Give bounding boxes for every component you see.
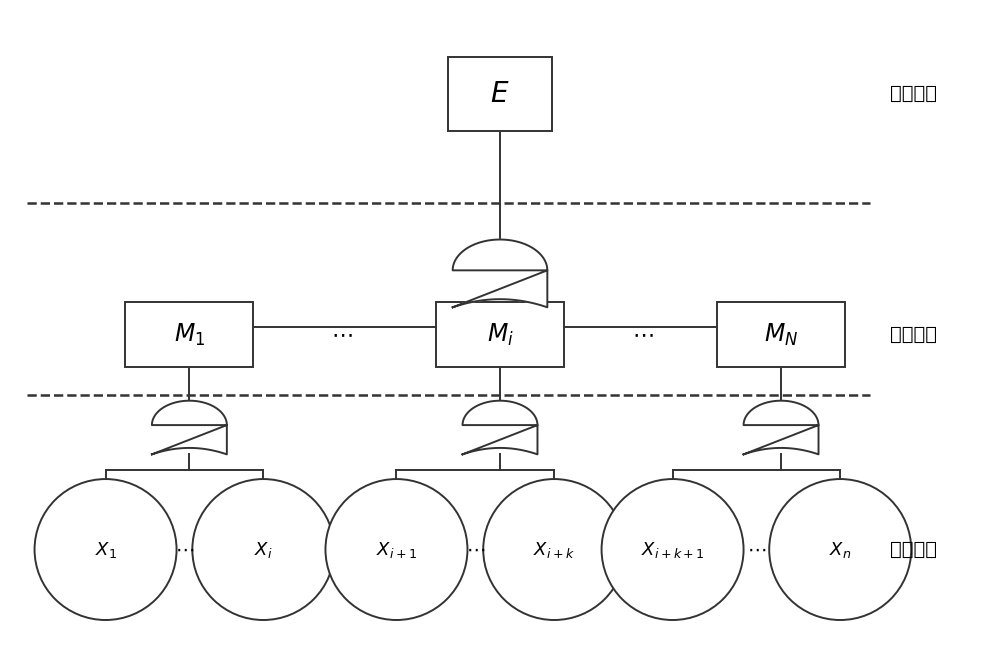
Ellipse shape	[192, 479, 334, 620]
Text: $\mathit{E}$: $\mathit{E}$	[490, 79, 510, 108]
Text: 顶层事件: 顶层事件	[890, 84, 937, 103]
Text: $\mathit{M}_1$: $\mathit{M}_1$	[174, 321, 205, 348]
Text: $\cdots$: $\cdots$	[632, 325, 654, 344]
Text: $\mathit{X}_i$: $\mathit{X}_i$	[254, 539, 273, 560]
Text: $\mathit{M}_N$: $\mathit{M}_N$	[764, 321, 798, 348]
Ellipse shape	[769, 479, 911, 620]
Text: $\cdots$: $\cdots$	[175, 540, 194, 559]
Text: $\cdots$: $\cdots$	[466, 540, 485, 559]
Bar	[717, 302, 845, 367]
Text: $\mathit{X}_1$: $\mathit{X}_1$	[95, 539, 117, 560]
Polygon shape	[463, 401, 537, 455]
Ellipse shape	[602, 479, 744, 620]
Polygon shape	[744, 401, 819, 455]
Text: 中间事件: 中间事件	[890, 325, 937, 344]
Text: $\mathit{X}_{i+k+1}$: $\mathit{X}_{i+k+1}$	[641, 539, 704, 560]
Text: $\cdots$: $\cdots$	[747, 540, 766, 559]
Text: $\cdots$: $\cdots$	[331, 325, 353, 344]
Text: $\mathit{X}_{i+1}$: $\mathit{X}_{i+1}$	[376, 539, 417, 560]
Ellipse shape	[325, 479, 467, 620]
Ellipse shape	[35, 479, 177, 620]
Ellipse shape	[483, 479, 625, 620]
Text: $\mathit{M}_i$: $\mathit{M}_i$	[487, 321, 513, 348]
Polygon shape	[152, 401, 227, 455]
Text: $\mathit{X}_n$: $\mathit{X}_n$	[829, 539, 851, 560]
Bar	[125, 302, 253, 367]
Polygon shape	[453, 239, 547, 307]
Text: $\mathit{X}_{i+k}$: $\mathit{X}_{i+k}$	[533, 539, 575, 560]
Bar	[436, 302, 564, 367]
Bar	[448, 56, 552, 131]
Text: 基本事件: 基本事件	[890, 540, 937, 559]
